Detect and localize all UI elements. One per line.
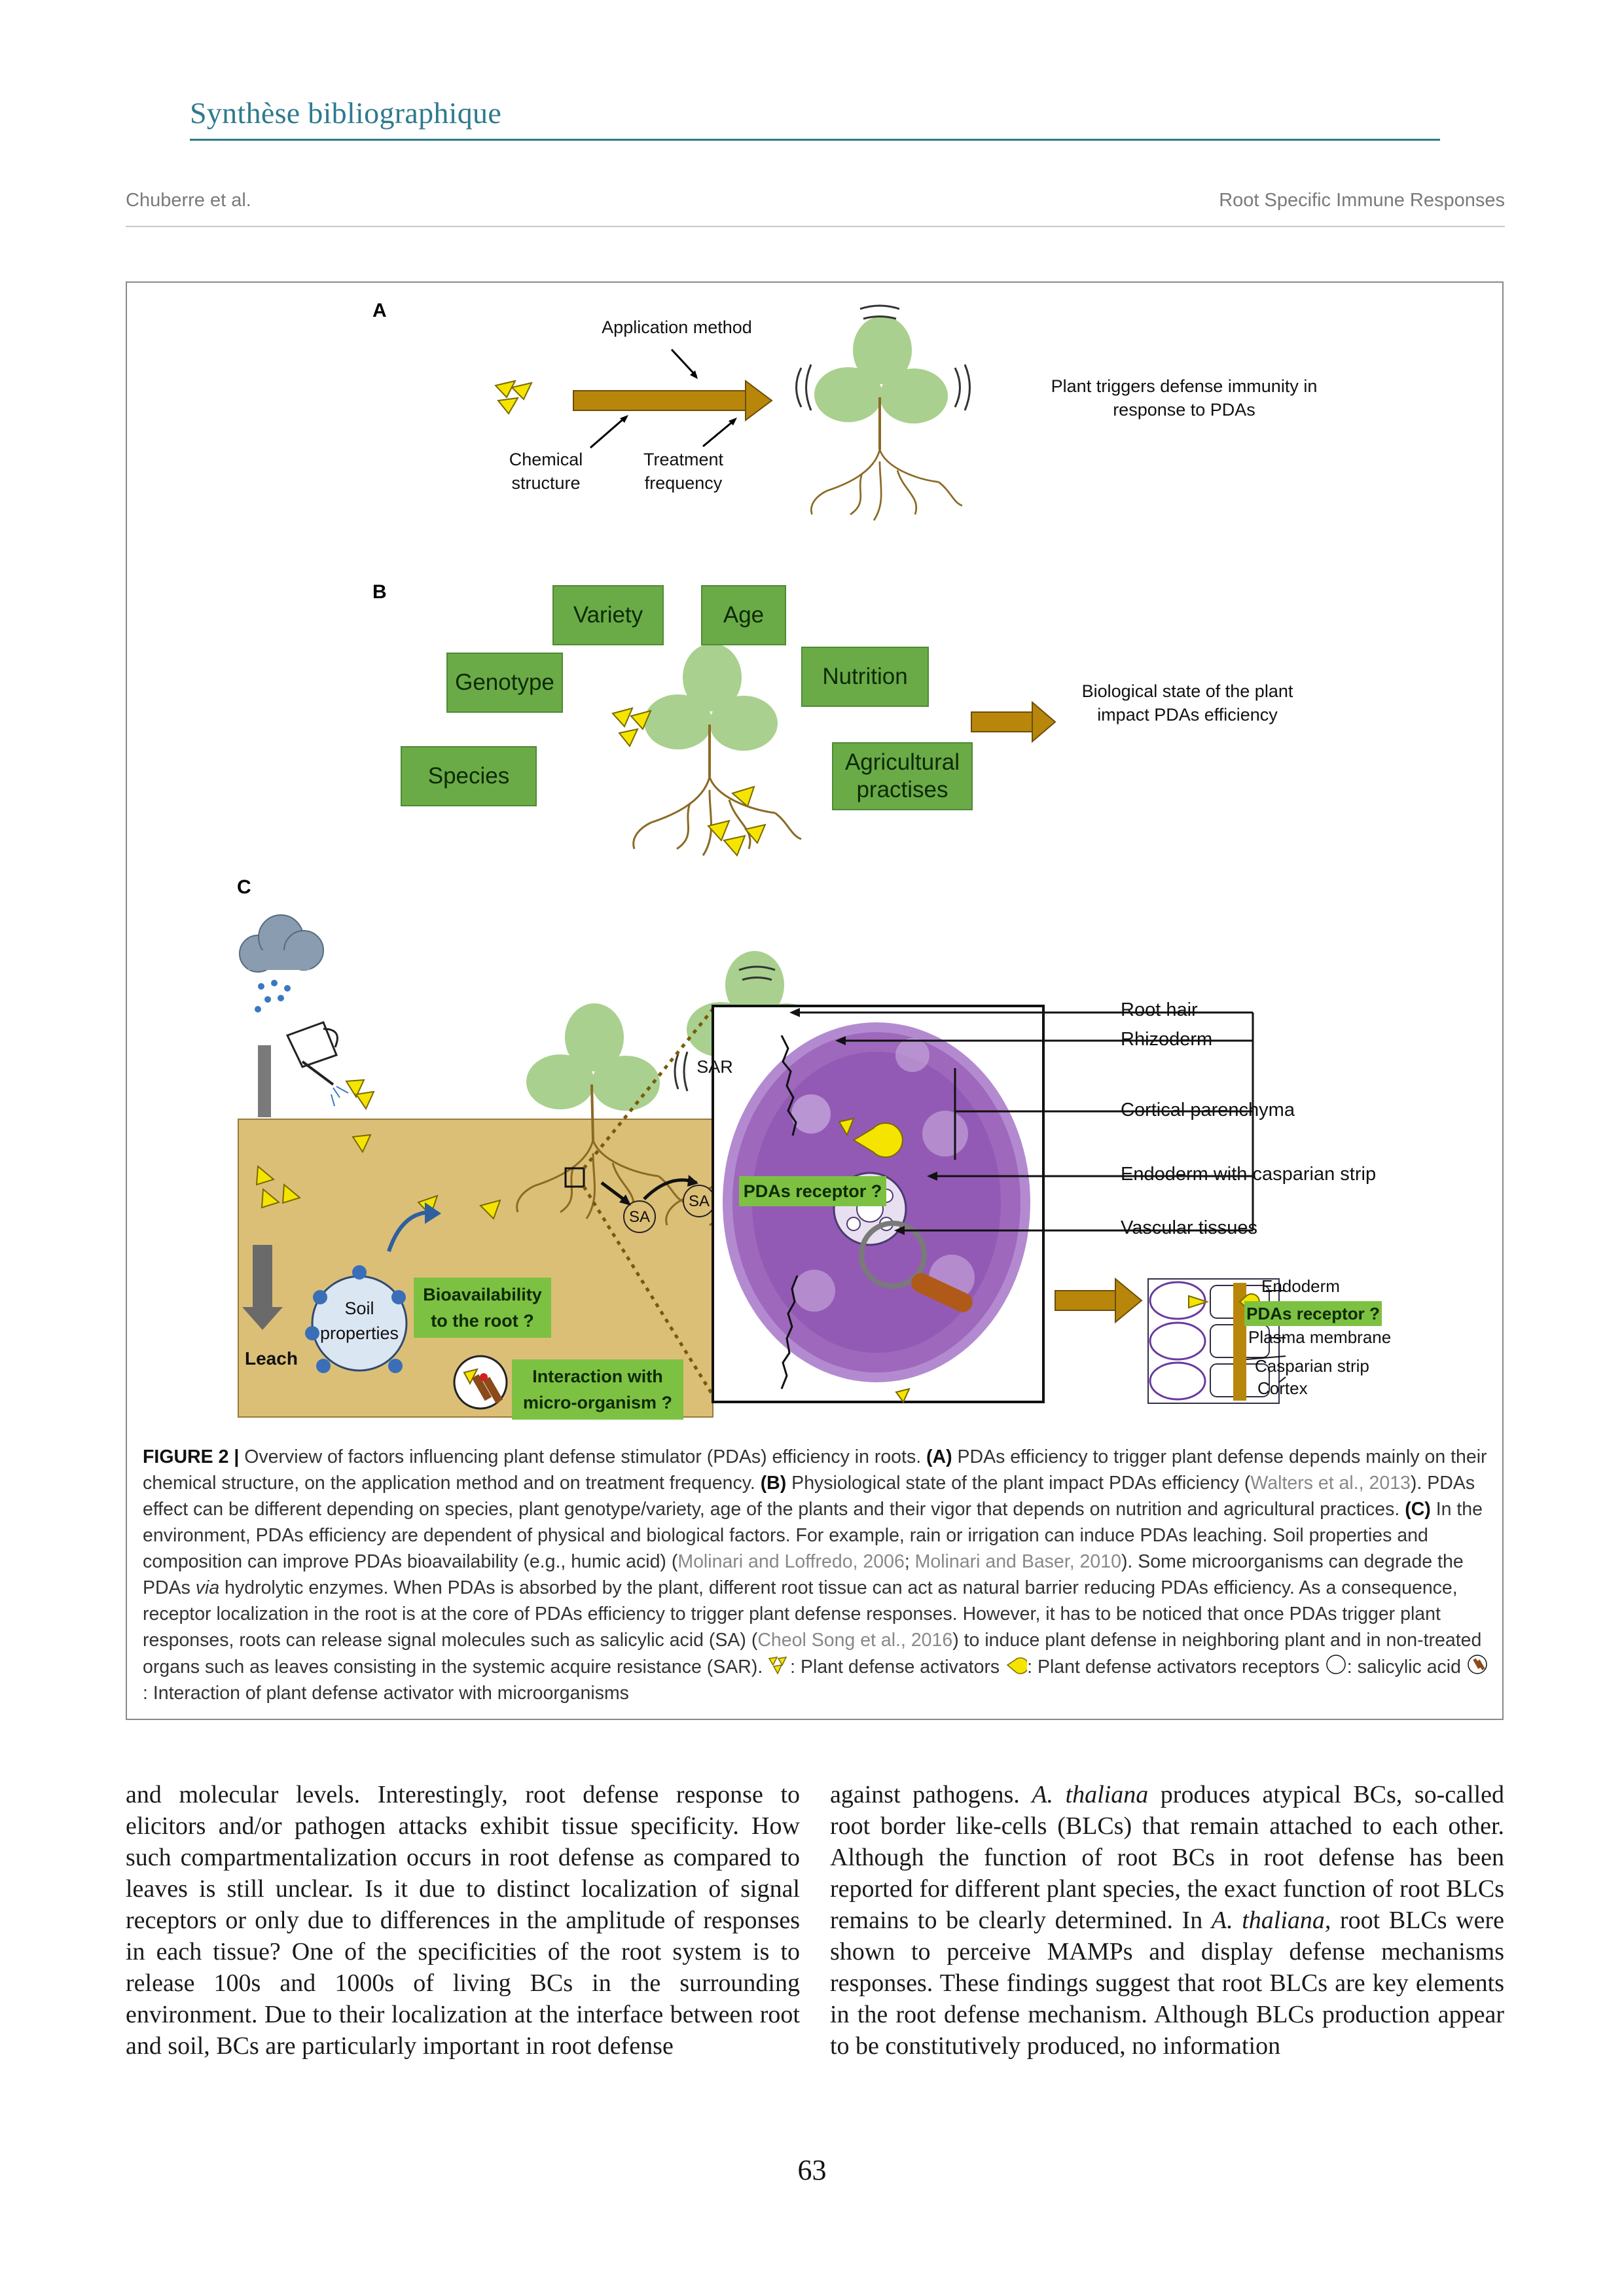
body-column-left: and molecular levels. Interestingly, roo… xyxy=(126,1779,800,2062)
header-rule xyxy=(126,226,1505,227)
sa-legend-icon xyxy=(1326,1655,1346,1674)
figure-2: A Application method Chemical structure … xyxy=(126,281,1504,1720)
citation-link[interactable]: Cheol Song et al., 2016 xyxy=(757,1630,953,1651)
caption-text: ). Some microorganisms can degrade the P… xyxy=(143,1551,1464,1598)
species-name: A. thaliana, xyxy=(1211,1907,1331,1934)
label-cortical-parenchyma: Cortical parenchyma xyxy=(1121,1100,1295,1121)
label-application-method: Application method xyxy=(602,317,752,337)
label-soil-properties: Soil properties xyxy=(319,1299,399,1343)
box-age: Age xyxy=(701,585,786,645)
receptor-icon xyxy=(852,1122,903,1158)
caption-text: Physiological state of the plant impact … xyxy=(786,1473,1251,1494)
label-sar: SAR xyxy=(696,1057,733,1077)
sa-circle xyxy=(623,1200,656,1233)
label-treatment-frequency: Treatment frequency xyxy=(643,450,724,493)
body-text: and molecular levels. Interestingly, roo… xyxy=(126,1781,800,2060)
magnifier-icon xyxy=(859,1221,927,1289)
caption-text: : salicylic acid xyxy=(1346,1657,1466,1677)
page-number: 63 xyxy=(797,2154,827,2186)
box-variety: Variety xyxy=(552,585,664,645)
species-name: A. thaliana xyxy=(1032,1781,1149,1808)
citation-link[interactable]: Walters et al., 2013 xyxy=(1250,1473,1411,1494)
box-interaction: Interaction with micro-organism ? xyxy=(512,1359,683,1420)
running-authors: Chuberre et al. xyxy=(126,190,251,211)
receptor-legend-icon xyxy=(1006,1657,1029,1674)
caption-text: In the environment, PDAs efficiency are … xyxy=(143,1499,1483,1572)
section-title: Synthèse bibliographique xyxy=(190,96,502,130)
body-text: produces atypical BCs, so-called root bo… xyxy=(830,1781,1505,1934)
caption-c: (C) xyxy=(1405,1499,1431,1520)
label-endoderm: Endoderm xyxy=(1261,1276,1340,1296)
caption-text: ) to induce plant defense in neighboring… xyxy=(143,1630,1482,1677)
box-nutrition: Nutrition xyxy=(801,647,929,707)
panel-a-letter: A xyxy=(372,300,387,321)
caption-text: ). PDAs effect can be different dependin… xyxy=(143,1473,1475,1520)
box-pdas-receptor-2: PDAs receptor ? xyxy=(1244,1301,1382,1326)
pda-triangle xyxy=(494,380,516,399)
rain-cloud-icon xyxy=(239,914,324,1013)
caption-a: (A) xyxy=(926,1446,952,1467)
box-pdas-receptor: PDAs receptor ? xyxy=(739,1176,886,1206)
panel-b-letter: B xyxy=(372,581,387,603)
figure-caption: FIGURE 2 | Overview of factors influenci… xyxy=(143,1444,1490,1706)
running-title: Root Specific Immune Responses xyxy=(1219,190,1505,211)
citation-link[interactable]: Molinari and Baser, 2010 xyxy=(914,1551,1121,1572)
label-leach: Leach xyxy=(245,1348,298,1369)
label-sa-1: SA xyxy=(628,1208,650,1226)
figure-illustration xyxy=(238,304,1286,1418)
caption-label: FIGURE 2 | xyxy=(143,1446,240,1467)
body-text: against pathogens. xyxy=(830,1781,1032,1808)
label-endoderm-casparian: Endoderm with casparian strip xyxy=(1121,1164,1377,1185)
label-cortex: Cortex xyxy=(1257,1378,1308,1398)
label-plant-triggers: Plant triggers defense immunity in respo… xyxy=(1051,376,1318,420)
caption-b: (B) xyxy=(760,1473,787,1494)
label-rhizoderm: Rhizoderm xyxy=(1121,1029,1213,1050)
label-biological-state: Biological state of the plant impact PDA… xyxy=(1081,681,1293,725)
box-species: Species xyxy=(401,746,537,806)
section-rule xyxy=(190,139,1440,141)
caption-text: ; xyxy=(904,1551,915,1572)
box-genotype: Genotype xyxy=(446,653,563,713)
panel-c-letter: C xyxy=(237,876,251,898)
leach-arrow xyxy=(242,1307,283,1330)
zoom-square xyxy=(564,1167,585,1188)
label-vascular-tissues: Vascular tissues xyxy=(1121,1217,1257,1238)
caption-text: hydrolytic enzymes. When PDAs is absorbe… xyxy=(143,1577,1458,1651)
label-casparian-strip: Casparian strip xyxy=(1255,1356,1369,1376)
body-column-right: against pathogens. A. thaliana produces … xyxy=(830,1779,1504,2062)
body-text: root BLCs were shown to perceive MAMPs a… xyxy=(830,1907,1504,2060)
citation-link[interactable]: Molinari and Loffredo, 2006 xyxy=(677,1551,905,1572)
pda-legend-icon xyxy=(768,1657,787,1675)
caption-text: : Plant defense activators xyxy=(790,1657,1005,1677)
label-chemical-structure: Chemical structure xyxy=(509,450,583,493)
label-plasma-membrane: Plasma membrane xyxy=(1248,1327,1392,1347)
watering-can-icon xyxy=(285,1021,349,1107)
chimney xyxy=(258,1045,271,1117)
caption-text: : Interaction of plant defense activator… xyxy=(143,1683,629,1704)
application-arrow xyxy=(573,390,748,411)
label-root-hair: Root hair xyxy=(1121,999,1198,1020)
box-bioavailability: Bioavailability to the root ? xyxy=(414,1278,551,1338)
caption-italic: via xyxy=(195,1577,220,1598)
pda-triangle xyxy=(497,397,519,415)
label-sa-2: SA xyxy=(688,1193,710,1210)
box-agricultural-practises: Agricultural practises xyxy=(832,742,973,810)
caption-text: : Plant defense activators receptors xyxy=(1027,1657,1325,1677)
caption-text: PDAs efficiency to trigger plant defense… xyxy=(143,1446,1487,1494)
caption-text: Overview of factors influencing plant de… xyxy=(239,1446,927,1467)
microorganism-legend-icon xyxy=(1468,1655,1487,1674)
pda-triangle xyxy=(511,382,533,401)
